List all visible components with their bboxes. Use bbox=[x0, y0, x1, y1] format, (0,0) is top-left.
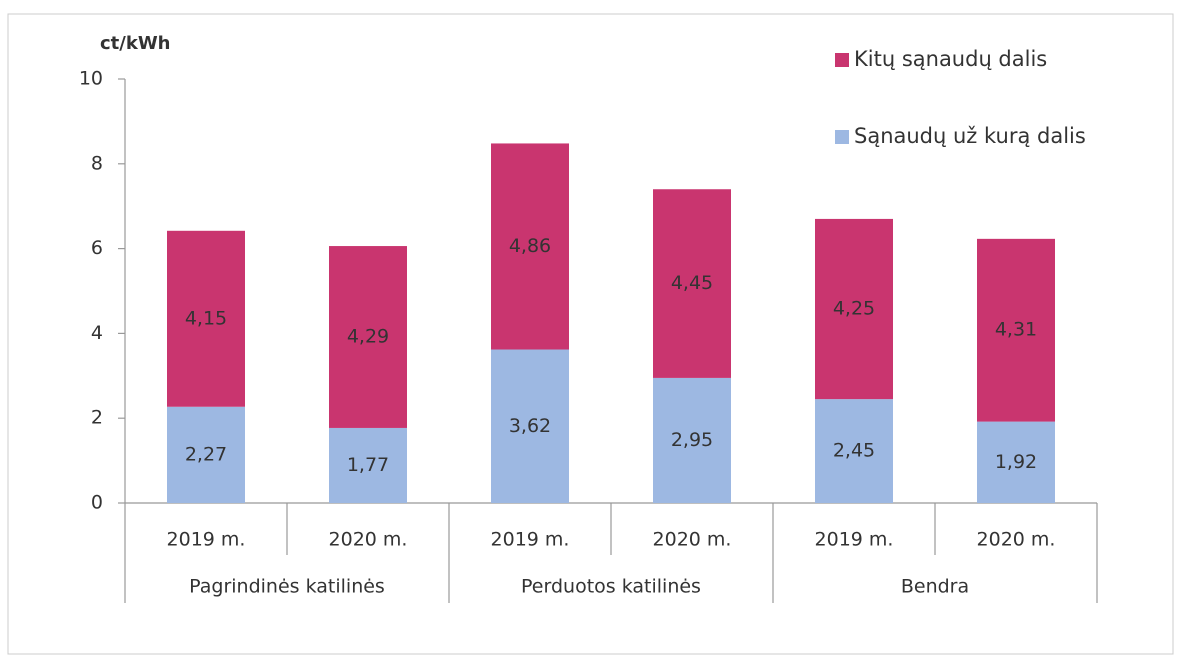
y-tick-label: 8 bbox=[91, 152, 103, 174]
data-label: 4,31 bbox=[995, 319, 1037, 341]
x-tick-label: 2019 m. bbox=[491, 529, 570, 551]
bar-segment bbox=[977, 421, 1055, 503]
bar-segment bbox=[653, 377, 731, 503]
data-label: 2,95 bbox=[671, 429, 713, 451]
group-label: Pagrindinės katilinės bbox=[189, 576, 385, 598]
data-label: 1,92 bbox=[995, 451, 1037, 473]
data-label: 4,15 bbox=[185, 307, 227, 329]
y-tick-label: 0 bbox=[91, 492, 103, 514]
x-tick-label: 2020 m. bbox=[977, 529, 1056, 551]
data-label: 4,29 bbox=[347, 326, 389, 348]
y-tick-label: 10 bbox=[79, 68, 103, 90]
bar-segment bbox=[329, 246, 407, 428]
x-tick-label: 2019 m. bbox=[167, 529, 246, 551]
bar-segment bbox=[653, 189, 731, 378]
bar-segment bbox=[167, 406, 245, 503]
y-tick-label: 4 bbox=[91, 322, 103, 344]
data-label: 4,25 bbox=[833, 298, 875, 320]
legend-label: Sąnaudų už kurą dalis bbox=[854, 124, 1086, 148]
legend-label: Kitų sąnaudų dalis bbox=[854, 47, 1047, 71]
bar-segment bbox=[167, 230, 245, 407]
y-tick-label: 6 bbox=[91, 237, 103, 259]
frame bbox=[7, 13, 1174, 655]
bar-segment bbox=[491, 349, 569, 503]
y-tick-label: 2 bbox=[91, 407, 103, 429]
bar-segment bbox=[977, 238, 1055, 422]
data-label: 4,45 bbox=[671, 272, 713, 294]
data-label: 2,27 bbox=[185, 443, 227, 465]
y-axis-label: ct/kWh bbox=[100, 33, 171, 54]
x-tick-label: 2019 m. bbox=[815, 529, 894, 551]
bar-segment bbox=[815, 218, 893, 400]
data-label: 2,45 bbox=[833, 440, 875, 462]
bar-segment bbox=[491, 143, 569, 350]
x-tick-label: 2020 m. bbox=[653, 529, 732, 551]
bar-segment bbox=[815, 399, 893, 503]
group-label: Bendra bbox=[901, 576, 969, 598]
legend-swatch bbox=[835, 53, 849, 67]
legend-swatch bbox=[835, 130, 849, 144]
data-label: 4,86 bbox=[509, 235, 551, 257]
data-label: 1,77 bbox=[347, 454, 389, 476]
data-label: 3,62 bbox=[509, 415, 551, 437]
bar-segment bbox=[329, 427, 407, 503]
x-tick-label: 2020 m. bbox=[329, 529, 408, 551]
group-label: Perduotos katilinės bbox=[521, 576, 701, 598]
